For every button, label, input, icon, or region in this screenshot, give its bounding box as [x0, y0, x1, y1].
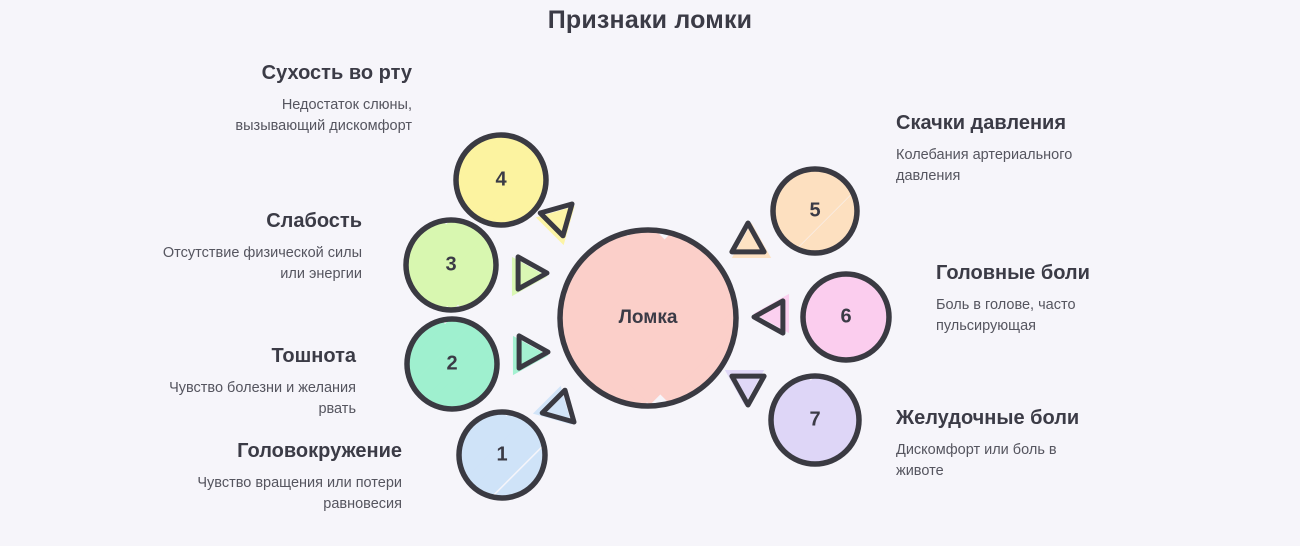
- triangle-outline: [751, 298, 786, 336]
- symptom-title: Головные боли: [936, 262, 1090, 284]
- node-number-1: 1: [496, 443, 508, 466]
- symptom-description: Дискомфорт или боль в животе: [896, 442, 1057, 479]
- node-number-6: 6: [840, 305, 852, 328]
- arrow-triangle: [724, 369, 767, 408]
- symptom-title: Тошнота: [271, 345, 356, 367]
- symptom-description: Недостаток слюны, вызывающий дискомфорт: [235, 97, 412, 134]
- symptom-description: Чувство вращения или потери равновесия: [197, 475, 402, 512]
- symptom-title: Головокружение: [237, 440, 402, 462]
- triangle-fill: [532, 385, 572, 425]
- symptom-title: Слабость: [266, 210, 362, 232]
- symptom-block-2: Тошнота Чувство болезни и желания рвать: [150, 343, 356, 420]
- page-title: Признаки ломки: [547, 6, 753, 34]
- triangle-fill: [724, 369, 765, 406]
- arrow-triangle: [512, 333, 551, 376]
- symptom-title: Сухость во рту: [261, 62, 412, 84]
- symptom-title: Скачки давления: [896, 112, 1067, 134]
- node-number-7: 7: [809, 408, 821, 431]
- symptom-block-6: Головные боли Боль в голове, часто пульси…: [936, 260, 1116, 337]
- triangle-outline: [729, 220, 767, 255]
- arrow-triangle: [729, 220, 772, 259]
- triangle-fill: [753, 293, 790, 334]
- node-number-3: 3: [445, 253, 457, 276]
- triangle-fill: [535, 206, 575, 246]
- node-number-5: 5: [809, 199, 821, 222]
- symptom-description: Боль в голове, часто пульсирующая: [936, 297, 1076, 334]
- symptom-description: Колебания артериального давления: [896, 147, 1073, 184]
- triangle-outline: [537, 201, 575, 239]
- triangle-outline: [539, 387, 577, 425]
- symptom-description: Чувство болезни и желания рвать: [169, 380, 356, 417]
- arrow-triangle: [751, 293, 790, 336]
- symptom-block-5: Скачки давления Колебания артериального д…: [896, 110, 1076, 187]
- triangle-outline: [729, 373, 767, 408]
- center-label: Ломка: [618, 307, 678, 328]
- triangle-fill: [512, 335, 549, 376]
- arrow-triangle: [532, 385, 577, 425]
- node-number-2: 2: [446, 352, 458, 375]
- symptom-block-3: Слабость Отсутствие физической силы или э…: [150, 208, 362, 285]
- triangle-fill: [511, 256, 548, 297]
- symptom-block-7: Желудочные боли Дискомфорт или боль в жив…: [896, 405, 1086, 482]
- triangle-fill: [731, 222, 772, 259]
- symptom-description: Отсутствие физической силы или энергии: [162, 245, 362, 282]
- arrow-triangle: [535, 201, 575, 246]
- triangle-outline: [516, 333, 551, 371]
- triangle-outline: [515, 254, 550, 292]
- symptom-block-4: Сухость во рту Недостаток слюны, вызывающ…: [190, 60, 412, 137]
- arrow-triangle: [511, 254, 550, 297]
- symptom-title: Желудочные боли: [896, 407, 1080, 429]
- symptom-block-1: Головокружение Чувство вращения или потер…: [150, 438, 402, 515]
- node-number-4: 4: [495, 168, 507, 191]
